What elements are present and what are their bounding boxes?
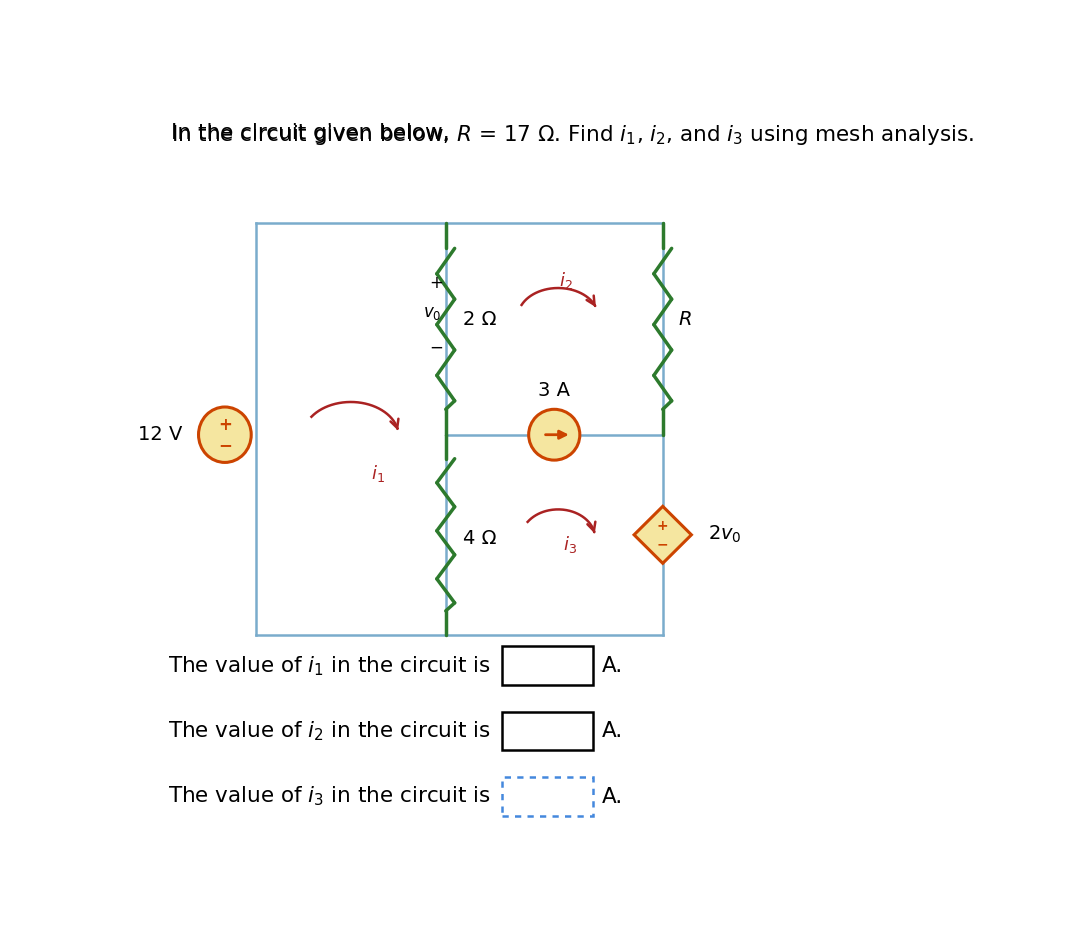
Text: The value of $\it{i}_2$ in the circuit is: The value of $\it{i}_2$ in the circuit i… [168,719,491,743]
Circle shape [529,409,580,460]
Text: +: + [218,416,231,433]
Text: The value of $\it{i}_3$ in the circuit is: The value of $\it{i}_3$ in the circuit i… [168,785,491,809]
FancyBboxPatch shape [502,777,593,816]
Text: 2 Ω: 2 Ω [463,310,496,329]
Text: −: − [218,436,231,455]
Text: A.: A. [603,786,623,807]
Text: In the circuit given below, $\it{R}$ = 17 $\Omega$. Find $\it{i}_1$, $\it{i}_2$,: In the circuit given below, $\it{R}$ = 1… [171,123,974,147]
Text: −: − [657,538,669,552]
Text: The value of $\it{i}_1$ in the circuit is: The value of $\it{i}_1$ in the circuit i… [168,654,491,677]
Text: $i_2$: $i_2$ [559,270,572,290]
Text: 4 Ω: 4 Ω [463,530,496,548]
FancyBboxPatch shape [502,646,593,685]
Text: $2v_0$: $2v_0$ [708,524,742,545]
Text: 3 A: 3 A [539,380,570,400]
Ellipse shape [199,407,251,462]
Text: A.: A. [603,656,623,675]
Text: R: R [679,310,692,329]
Text: 12 V: 12 V [138,425,182,445]
Text: In the circuit given below,: In the circuit given below, [171,123,456,143]
Text: +: + [429,274,443,291]
Text: A.: A. [603,721,623,742]
Text: $i_1$: $i_1$ [371,463,384,484]
Text: $i_3$: $i_3$ [563,534,577,556]
Text: $v_0$: $v_0$ [422,304,441,322]
Text: −: − [429,339,443,357]
Polygon shape [634,506,692,563]
FancyBboxPatch shape [502,712,593,750]
Text: +: + [657,518,669,532]
